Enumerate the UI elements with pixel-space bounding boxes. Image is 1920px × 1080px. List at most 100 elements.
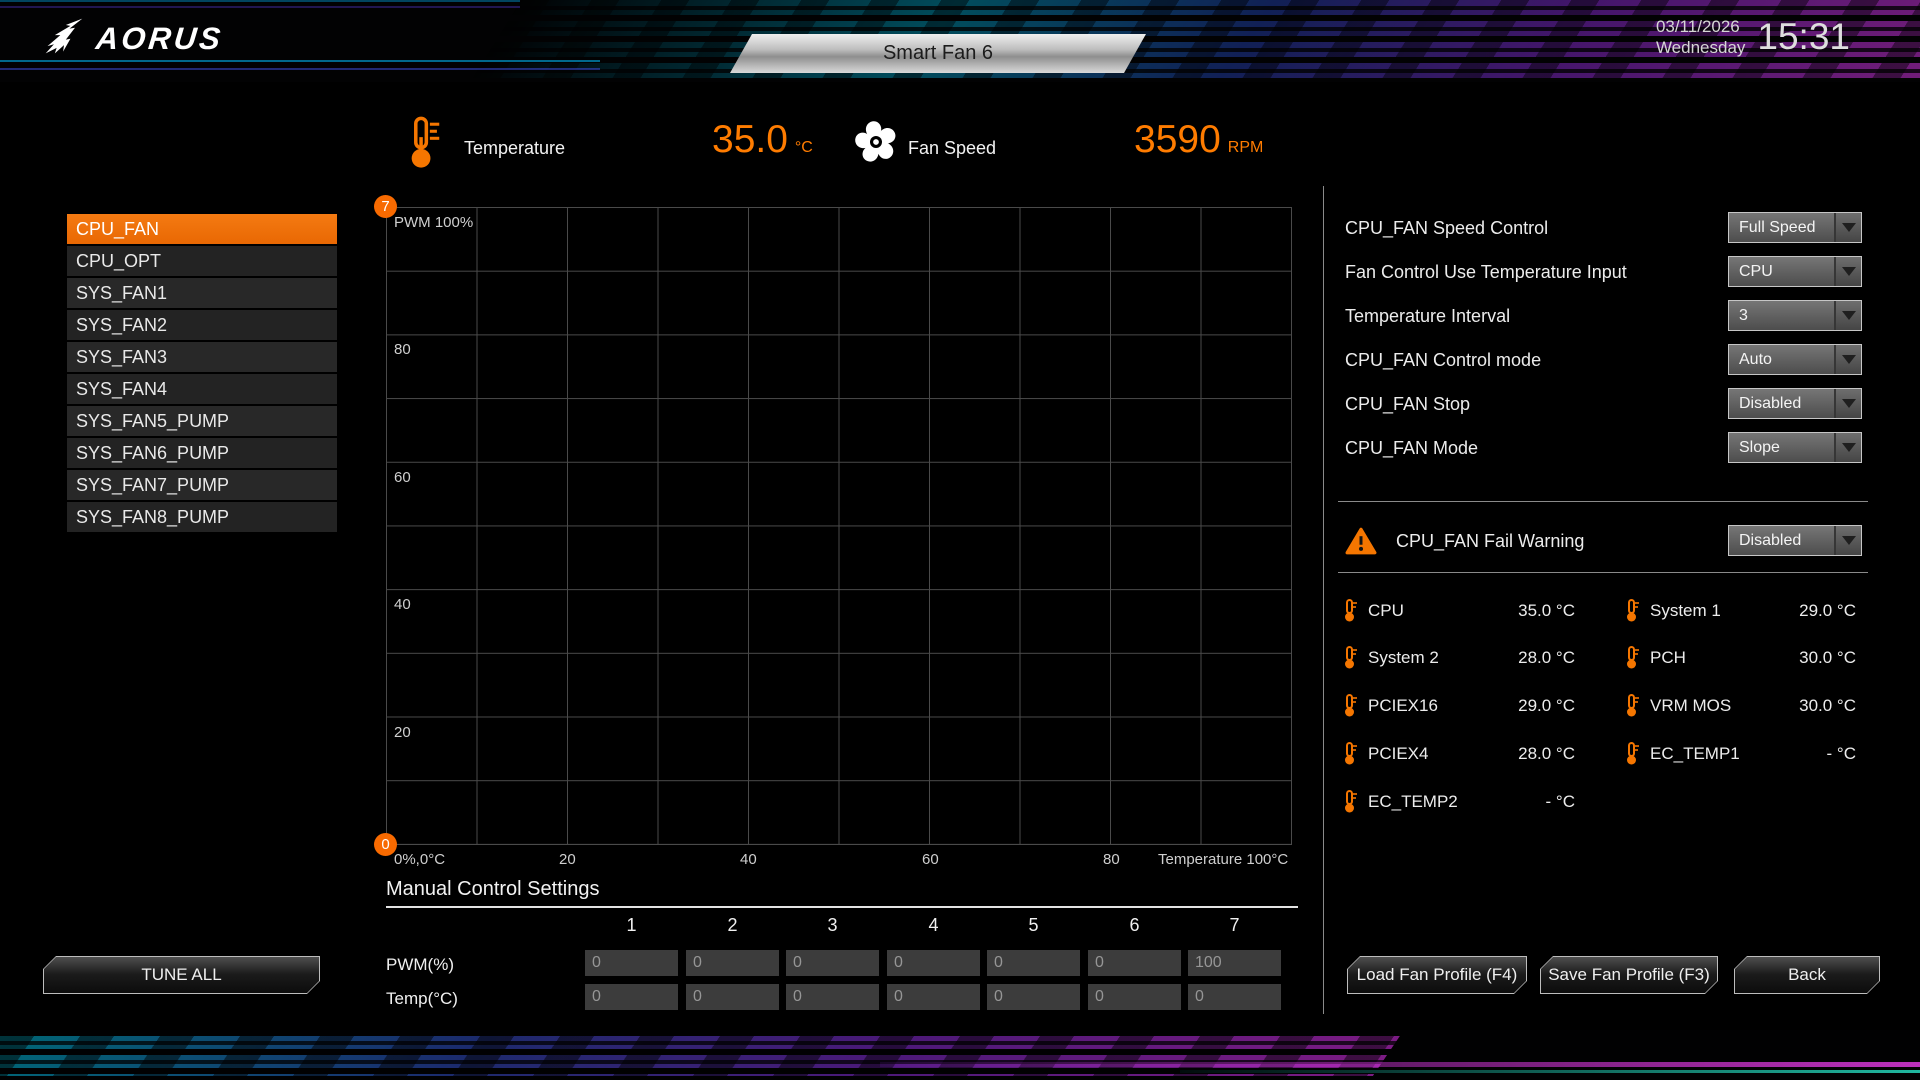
- chart-xtick-20: 20: [559, 851, 576, 868]
- chart-temp-axis-label: Temperature 100°C: [1158, 851, 1289, 868]
- chevron-down-icon: [1834, 389, 1861, 418]
- sensor-system2: System 2 28.0 °C: [1343, 645, 1575, 671]
- fan-list-item-sys-fan7-pump[interactable]: SYS_FAN7_PUMP: [67, 470, 337, 500]
- thermometer-icon: [1627, 694, 1639, 717]
- chart-ytick-80: 80: [394, 341, 411, 359]
- thermometer-icon: [1345, 694, 1357, 717]
- curve-point-7[interactable]: 7: [374, 195, 397, 218]
- thermometer-icon: [1345, 599, 1357, 622]
- sensor-pch: PCH 30.0 °C: [1625, 645, 1856, 671]
- temp-input-4[interactable]: [887, 984, 980, 1010]
- datetime: 03/11/2026 Wednesday 15:31: [1656, 16, 1850, 58]
- fan-curve-chart[interactable]: PWM 100% 80 60 40 20 7 0: [374, 195, 1292, 856]
- pwm-input-4[interactable]: [887, 950, 980, 976]
- manual-col-7: 7: [1229, 915, 1240, 935]
- control-mode-label: CPU_FAN Control mode: [1345, 350, 1542, 370]
- temp-input-6[interactable]: [1088, 984, 1181, 1010]
- thermometer-icon: [1627, 742, 1639, 765]
- thermometer-icon: [406, 116, 442, 175]
- fan-speed-unit: RPM: [1227, 139, 1264, 156]
- fan-mode-label: CPU_FAN Mode: [1345, 438, 1479, 458]
- temp-input-2[interactable]: [686, 984, 779, 1010]
- pwm-input-2[interactable]: [686, 950, 779, 976]
- fan-list-item-sys-fan8-pump[interactable]: SYS_FAN8_PUMP: [67, 502, 337, 532]
- brand-name: AORUS: [94, 20, 225, 56]
- chevron-down-icon: [1834, 433, 1861, 462]
- temp-interval-label: Temperature Interval: [1345, 306, 1511, 326]
- top-streak-left-upper: [0, 0, 520, 10]
- thermometer-icon: [1627, 599, 1639, 622]
- pwm-input-5[interactable]: [987, 950, 1080, 976]
- page-title-banner: Smart Fan 6: [730, 34, 1146, 73]
- fail-warning-dropdown[interactable]: Disabled: [1728, 525, 1862, 556]
- fan-list-item-sys-fan5-pump[interactable]: SYS_FAN5_PUMP: [67, 406, 337, 436]
- fan-mode-dropdown[interactable]: Slope: [1728, 432, 1862, 463]
- chart-ytick-20: 20: [394, 723, 411, 741]
- chart-xtick-40: 40: [740, 851, 757, 868]
- chevron-down-icon: [1834, 345, 1861, 374]
- fan-speed-value: 3590: [1134, 118, 1221, 161]
- pwm-input-6[interactable]: [1088, 950, 1181, 976]
- speed-control-dropdown[interactable]: Full Speed: [1728, 212, 1862, 243]
- thermometer-icon: [1627, 646, 1639, 669]
- sensor-system1: System 1 29.0 °C: [1625, 598, 1856, 624]
- pwm-input-3[interactable]: [786, 950, 879, 976]
- back-button[interactable]: Back: [1734, 956, 1880, 994]
- panel-separator: [1323, 186, 1324, 1014]
- page-title: Smart Fan 6: [882, 42, 994, 64]
- temperature-unit: °C: [794, 139, 813, 156]
- curve-point-0[interactable]: 0: [374, 833, 397, 856]
- falcon-icon: [42, 16, 86, 61]
- fan-speed-label: Fan Speed: [908, 138, 997, 158]
- manual-col-2: 2: [727, 915, 738, 935]
- pwm-row-label: PWM(%): [386, 955, 454, 974]
- temp-interval-dropdown[interactable]: 3: [1728, 300, 1862, 331]
- pwm-input-1[interactable]: [585, 950, 678, 976]
- manual-col-4: 4: [928, 915, 939, 935]
- fan-stop-label: CPU_FAN Stop: [1345, 394, 1471, 414]
- bottom-bar: [0, 1030, 1920, 1080]
- bottom-streak-teal: [1180, 1070, 1920, 1073]
- fan-stop-dropdown[interactable]: Disabled: [1728, 388, 1862, 419]
- chart-ytick-40: 40: [394, 596, 411, 614]
- temp-input-5[interactable]: [987, 984, 1080, 1010]
- manual-col-5: 5: [1028, 915, 1039, 935]
- top-bar: AORUS Smart Fan 6 03/11/2026 Wednesday 1…: [0, 0, 1920, 82]
- manual-control-divider: [386, 906, 1298, 908]
- tune-all-button[interactable]: TUNE ALL: [43, 956, 320, 994]
- fan-list-item-sys-fan3[interactable]: SYS_FAN3: [67, 342, 337, 372]
- thermometer-icon: [1345, 742, 1357, 765]
- chart-pwm-label: PWM 100%: [394, 214, 474, 231]
- fan-list-item-cpu-fan[interactable]: CPU_FAN: [67, 214, 337, 244]
- temp-input-source-label: Fan Control Use Temperature Input: [1345, 262, 1627, 282]
- sensor-vrm-mos: VRM MOS 30.0 °C: [1625, 693, 1856, 719]
- thermometer-icon: [1345, 646, 1357, 669]
- manual-control-title: Manual Control Settings: [386, 878, 600, 900]
- temp-row-label: Temp(°C): [386, 989, 458, 1008]
- sensor-pciex4: PCIEX4 28.0 °C: [1343, 741, 1575, 767]
- temperature-value: 35.0: [712, 118, 788, 161]
- fan-list-item-sys-fan1[interactable]: SYS_FAN1: [67, 278, 337, 308]
- fan-list-item-cpu-opt[interactable]: CPU_OPT: [67, 246, 337, 276]
- sensor-ec-temp2: EC_TEMP2 - °C: [1343, 789, 1575, 815]
- manual-col-1: 1: [626, 915, 637, 935]
- temp-input-7[interactable]: [1188, 984, 1281, 1010]
- control-mode-dropdown[interactable]: Auto: [1728, 344, 1862, 375]
- load-fan-profile-button[interactable]: Load Fan Profile (F4): [1347, 956, 1527, 994]
- date: 03/11/2026: [1655, 17, 1740, 36]
- temp-input-3[interactable]: [786, 984, 879, 1010]
- fan-list-item-sys-fan2[interactable]: SYS_FAN2: [67, 310, 337, 340]
- chart-origin-label: 0%,0°C: [394, 851, 446, 868]
- chart-ytick-60: 60: [394, 468, 411, 486]
- thermometer-icon: [1345, 790, 1357, 813]
- speed-control-label: CPU_FAN Speed Control: [1345, 218, 1549, 238]
- pwm-input-7[interactable]: [1188, 950, 1281, 976]
- aorus-logo: AORUS: [42, 16, 225, 61]
- temp-input-source-dropdown[interactable]: CPU: [1728, 256, 1862, 287]
- temp-input-1[interactable]: [585, 984, 678, 1010]
- fan-list-item-sys-fan4[interactable]: SYS_FAN4: [67, 374, 337, 404]
- save-fan-profile-button[interactable]: Save Fan Profile (F3): [1540, 956, 1718, 994]
- temperature-label: Temperature: [464, 138, 566, 158]
- fan-list-item-sys-fan6-pump[interactable]: SYS_FAN6_PUMP: [67, 438, 337, 468]
